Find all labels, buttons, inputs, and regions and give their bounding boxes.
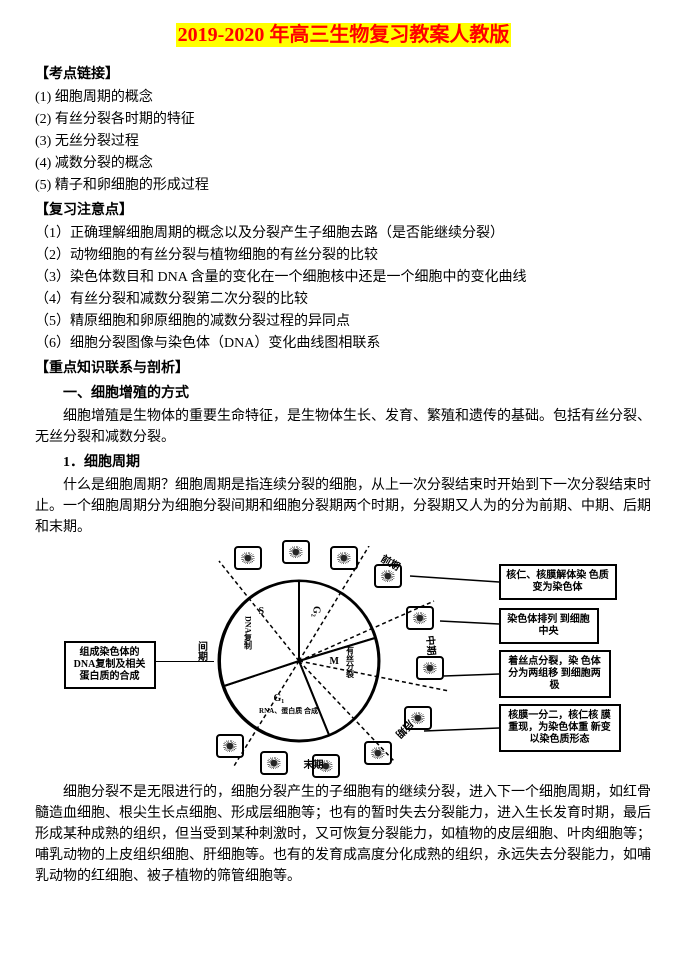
paragraph: 细胞分裂不是无限进行的，细胞分裂产生的子细胞有的继续分裂，进入下一个细胞周期，如… (35, 782, 652, 887)
s1-item: (1) 细胞周期的概念 (35, 87, 652, 108)
paragraph: 细胞增殖是生物体的重要生命特征，是生物体生长、发育、繁殖和遗传的基础。包括有丝分… (35, 406, 652, 448)
pie-label-m: M (330, 654, 339, 669)
s1-item: (3) 无丝分裂过程 (35, 131, 652, 152)
pie-sub-s: DNA复制 (242, 616, 254, 649)
s2-item: （1）正确理解细胞周期的概念以及分裂产生子细胞去路（是否能继续分裂） (35, 223, 652, 244)
arc-label-zhong: 中期 (421, 635, 438, 656)
cell-icon (416, 656, 444, 680)
cell-icon (364, 741, 392, 765)
section-2-header: 【复习注意点】 (35, 200, 652, 221)
right-box-3: 着丝点分裂，染 色体分为两组移 到细胞两极 (499, 650, 611, 698)
pie-sub-m: 有丝分裂 (344, 646, 356, 678)
pie-label-g2: G₂ (309, 606, 324, 617)
section-3-header: 【重点知识联系与剖析】 (35, 358, 652, 379)
s2-item: （3）染色体数目和 DNA 含量的变化在一个细胞核中还是一个细胞中的变化曲线 (35, 267, 652, 288)
right-box-2: 染色体排列 到细胞中央 (499, 608, 599, 644)
sub-heading-1: 一、细胞增殖的方式 (35, 383, 652, 404)
cell-icon (406, 606, 434, 630)
right-box-4: 核膜一分二，核仁核 膜重现，为染色体重 新变以染色质形态 (499, 704, 621, 752)
page-title: 2019-2020 年高三生物复习教案人教版 (35, 20, 652, 50)
cell-icon (330, 546, 358, 570)
paragraph: 什么是细胞周期？细胞周期是指连续分裂的细胞，从上一次分裂结束时开始到下一次分裂结… (35, 475, 652, 538)
pie-label-g1: G₁ (274, 691, 285, 706)
s2-item: （6）细胞分裂图像与染色体（DNA）变化曲线图相联系 (35, 333, 652, 354)
pie-label-s: S (259, 604, 265, 619)
s2-item: （5）精原细胞和卵原细胞的减数分裂过程的异同点 (35, 311, 652, 332)
cell-icon (234, 546, 262, 570)
section-1-header: 【考点链接】 (35, 64, 652, 85)
cell-icon (260, 751, 288, 775)
s2-item: （2）动物细胞的有丝分裂与植物细胞的有丝分裂的比较 (35, 245, 652, 266)
right-box-1: 核仁、核膜解体染 色质变为染色体 (499, 564, 617, 600)
s1-item: (4) 减数分裂的概念 (35, 153, 652, 174)
left-text-box: 组成染色体的 DNA复制及相关 蛋白质的合成 (64, 641, 156, 689)
s1-item: (5) 精子和卵细胞的形成过程 (35, 175, 652, 196)
title-highlight: 2019-2020 年高三生物复习教案人教版 (176, 23, 512, 47)
pie-chart (214, 576, 384, 746)
s2-item: （4）有丝分裂和减数分裂第二次分裂的比较 (35, 289, 652, 310)
arc-label-mo: 末期 (304, 758, 324, 773)
s1-item: (2) 有丝分裂各时期的特征 (35, 109, 652, 130)
cell-icon (216, 734, 244, 758)
pie-sub-g1: RNA、蛋白质 合成 (259, 706, 319, 717)
connector-line (156, 661, 214, 662)
cell-cycle-diagram: 组成染色体的 DNA复制及相关 蛋白质的合成 G₂ S DNA复制 G₁ RNA… (35, 546, 652, 776)
sub-heading-2: 1．细胞周期 (35, 452, 652, 473)
cell-icon (282, 540, 310, 564)
arc-label-jianqi: 间期 (194, 641, 209, 661)
